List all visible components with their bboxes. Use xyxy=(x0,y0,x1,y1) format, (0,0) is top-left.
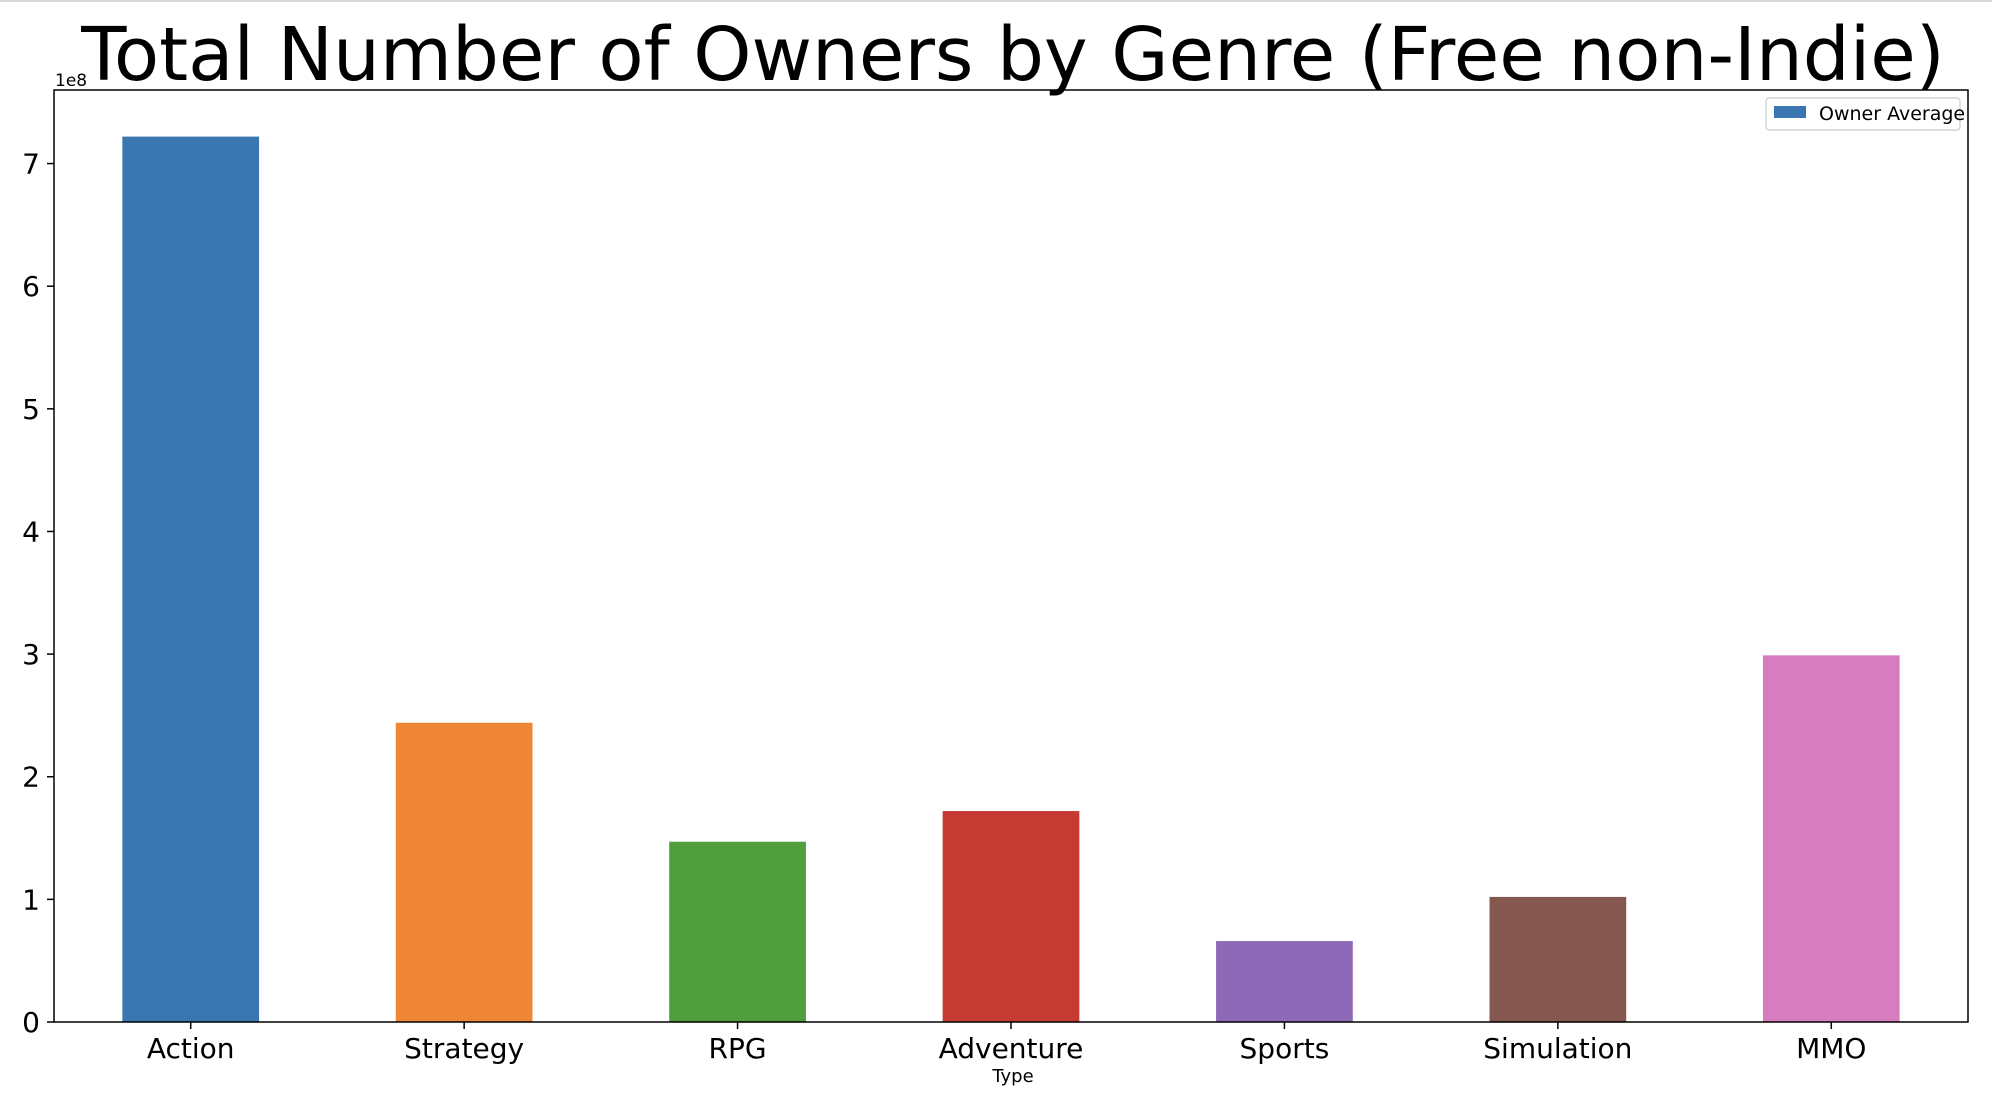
y-tick-label: 5 xyxy=(22,393,40,426)
y-tick-label: 2 xyxy=(22,761,40,794)
x-tick-label-mmo: MMO xyxy=(1796,1032,1866,1065)
legend: Owner Average xyxy=(1765,97,1965,131)
x-tick-label-rpg: RPG xyxy=(709,1032,767,1065)
x-tick-label-adventure: Adventure xyxy=(939,1032,1084,1065)
x-axis: Action Strategy RPG Adventure Sports Simulati… xyxy=(147,1022,1866,1065)
bars-layer xyxy=(122,136,1900,1023)
y-tick-label: 4 xyxy=(22,515,40,548)
bar-simulation xyxy=(1489,896,1627,1022)
legend-label-owner-average: Owner Average xyxy=(1819,103,1965,125)
bar-adventure xyxy=(942,811,1080,1022)
y-tick-label: 6 xyxy=(22,270,40,303)
x-tick-label-simulation: Simulation xyxy=(1483,1032,1632,1065)
bar-strategy xyxy=(395,722,533,1022)
y-tick-label: 1 xyxy=(22,883,40,916)
x-tick-label-action: Action xyxy=(147,1032,235,1065)
y-tick-label: 3 xyxy=(22,638,40,671)
chart-title: Total Number of Owners by Genre (Free no… xyxy=(80,12,1944,98)
bar-mmo xyxy=(1762,655,1900,1022)
y-tick-label: 7 xyxy=(22,148,40,181)
bar-action xyxy=(122,136,260,1023)
y-axis-offset-label: 1e8 xyxy=(55,71,87,91)
y-tick-label: 0 xyxy=(22,1006,40,1039)
legend-swatch-owner-average xyxy=(1774,106,1806,118)
x-axis-label: Type xyxy=(991,1066,1033,1087)
bar-rpg xyxy=(669,841,806,1022)
x-tick-label-sports: Sports xyxy=(1240,1032,1330,1065)
x-tick-label-strategy: Strategy xyxy=(404,1032,524,1065)
window-top-border xyxy=(0,0,1992,2)
bar-sports xyxy=(1216,941,1353,1022)
y-axis: 0 1 2 3 4 5 6 7 xyxy=(22,148,54,1039)
legend-frame xyxy=(1765,97,1961,131)
